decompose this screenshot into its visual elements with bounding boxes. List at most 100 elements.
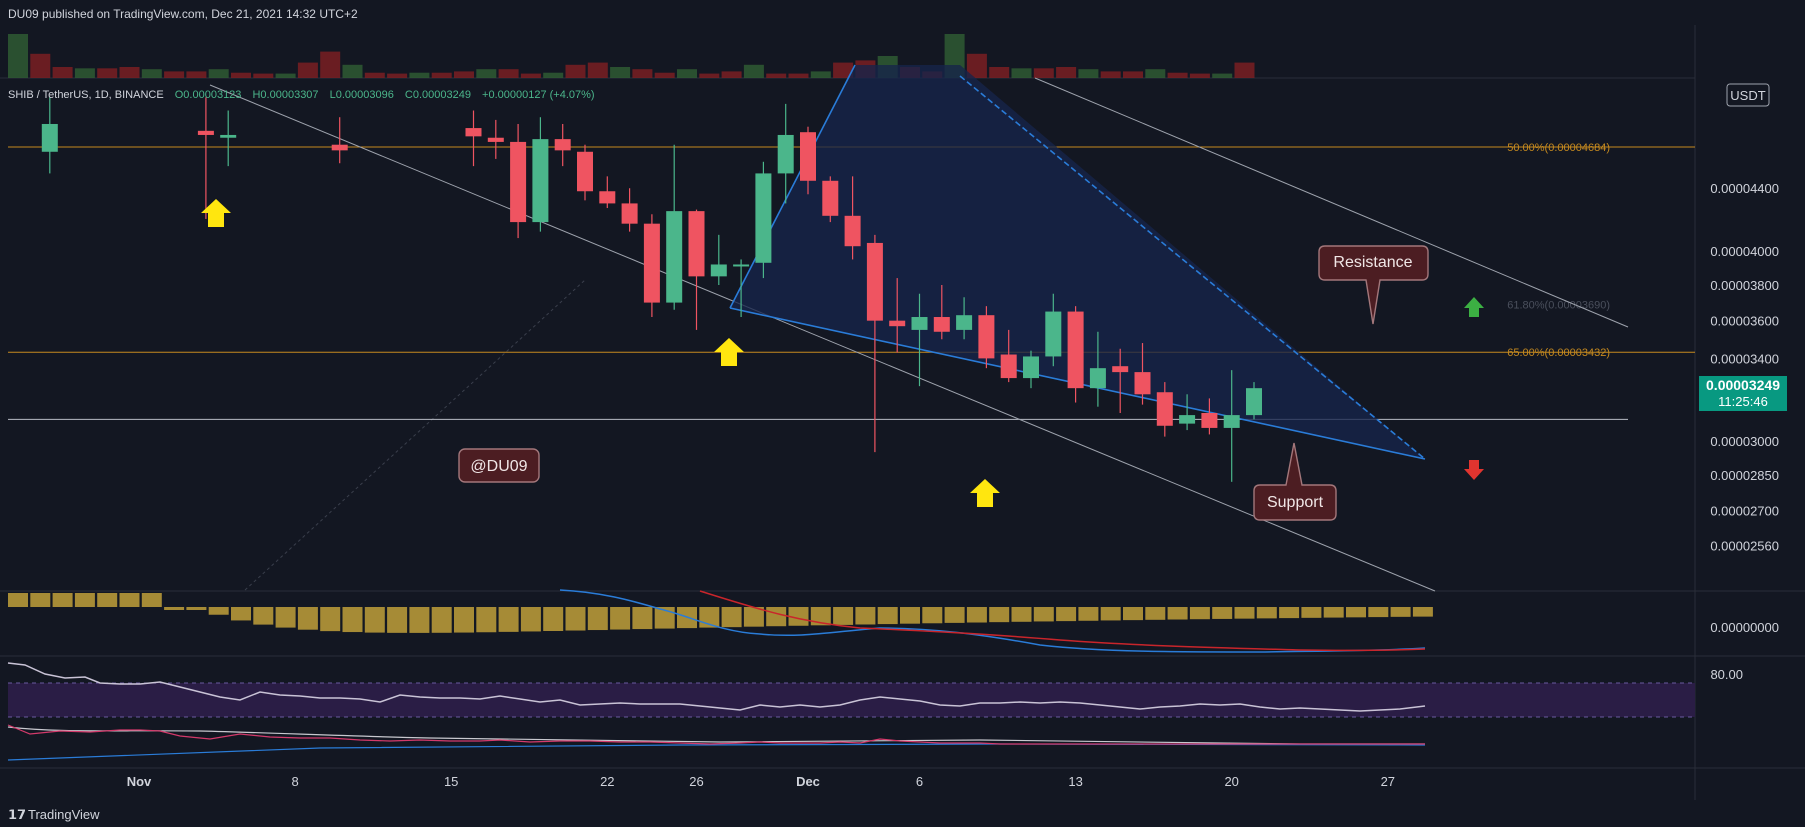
candle[interactable] (1179, 394, 1196, 431)
resistance-callout[interactable]: Resistance (1318, 245, 1429, 325)
candle-body (800, 132, 816, 181)
candle-body (978, 315, 995, 359)
candle[interactable] (1246, 382, 1262, 420)
support-callout[interactable]: Support (1253, 442, 1337, 521)
candle[interactable] (978, 306, 995, 369)
currency-badge[interactable]: USDT (1726, 83, 1770, 107)
candle[interactable] (710, 234, 727, 285)
candle-body (844, 215, 861, 247)
volume-bar (119, 67, 140, 78)
tradingview-logo-text: TradingView (28, 807, 100, 822)
candle[interactable] (1134, 343, 1151, 405)
macd-bar (208, 607, 229, 615)
volume-bar (1234, 62, 1255, 78)
candle[interactable] (220, 110, 237, 167)
candle[interactable] (688, 209, 705, 330)
macd-bar (253, 607, 274, 625)
volume-bar (74, 68, 95, 78)
candle-body (688, 211, 705, 277)
candle[interactable] (41, 97, 58, 174)
candle[interactable] (1201, 398, 1218, 435)
candle[interactable] (911, 293, 928, 387)
volume-bar (1212, 73, 1233, 78)
candle[interactable] (554, 123, 571, 167)
candle[interactable] (933, 284, 950, 340)
candle[interactable] (577, 144, 593, 201)
candle[interactable] (777, 103, 794, 204)
macd-bar (97, 593, 118, 607)
candle[interactable] (1156, 382, 1173, 437)
time-tick-label: Nov (127, 774, 152, 789)
candle-body (599, 191, 616, 204)
candle[interactable] (956, 297, 973, 340)
candle[interactable] (197, 97, 214, 219)
macd-bar (721, 607, 742, 628)
candle[interactable] (733, 259, 750, 318)
candle[interactable] (1112, 348, 1129, 413)
author-callout[interactable]: @DU09 (458, 448, 540, 483)
candle[interactable] (599, 176, 616, 209)
price-tick-label: 0.00003600 (1710, 314, 1779, 329)
candle[interactable] (844, 176, 861, 260)
candle[interactable] (1000, 329, 1017, 383)
candle-body (487, 137, 504, 142)
candle[interactable] (1045, 293, 1062, 367)
candle[interactable] (822, 176, 839, 223)
macd-bar (1279, 607, 1300, 619)
oscillator-line-pink (7, 724, 1425, 745)
candle[interactable] (465, 110, 482, 167)
candle-body (1112, 366, 1129, 373)
fib-level-label: 50.00%(0.00004684) (1507, 142, 1610, 154)
candle-body (911, 317, 928, 330)
tradingview-logo[interactable]: 𝟭𝟳 TradingView (8, 807, 100, 822)
candle[interactable] (889, 278, 906, 353)
volume-bar (565, 64, 586, 78)
macd-bar (30, 593, 51, 607)
macd-bar (1078, 607, 1099, 621)
macd-bar (1100, 607, 1121, 621)
candle[interactable] (755, 161, 772, 279)
time-tick-label: 13 (1068, 774, 1082, 789)
candle[interactable] (800, 126, 816, 195)
candle[interactable] (487, 119, 504, 159)
time-tick-label: 6 (916, 774, 923, 789)
macd-bar (164, 607, 185, 610)
rsi-band (8, 683, 1695, 717)
candle[interactable] (532, 117, 549, 232)
countdown-label: 11:25:46 (1718, 394, 1768, 409)
current-price-label: 0.00003249 (1706, 377, 1780, 393)
volume-bar (320, 51, 341, 78)
candle[interactable] (1023, 350, 1039, 389)
candle-body (1045, 311, 1062, 357)
candle[interactable] (1223, 370, 1240, 482)
macd-bar (1256, 607, 1277, 619)
time-axis[interactable]: Nov 8 15 22 26 Dec 6 13 20 27 (127, 774, 1395, 789)
macd-bar (788, 607, 809, 626)
macd-bar (1412, 607, 1433, 617)
price-axis[interactable]: 0.00004400 0.00004000 0.00003800 0.00003600… (1710, 181, 1779, 553)
candle[interactable] (331, 117, 348, 164)
macd-bar (1368, 607, 1389, 618)
macd-bar (1056, 607, 1077, 622)
red-down-arrow-icon (1464, 460, 1484, 480)
symbol-legend[interactable]: SHIB / TetherUS, 1D, BINANCE O0.00003123… (8, 89, 595, 101)
price-tick-label: 0.00003800 (1710, 278, 1779, 293)
time-tick-label: 20 (1224, 774, 1238, 789)
volume-bar (231, 72, 251, 78)
candle[interactable] (1089, 331, 1106, 407)
macd-bar (989, 607, 1010, 623)
volume-bar (587, 62, 608, 78)
volume-bar (1167, 72, 1188, 78)
candle[interactable] (1067, 306, 1084, 403)
candle[interactable] (666, 144, 683, 310)
price-tick-label: 0.00002850 (1710, 468, 1779, 483)
macd-bar (565, 607, 586, 631)
candle[interactable] (621, 188, 638, 232)
candle[interactable] (643, 214, 660, 318)
candle-body (1000, 354, 1017, 379)
candle[interactable] (866, 234, 883, 453)
candle[interactable] (510, 123, 527, 239)
volume-bars (8, 34, 1255, 78)
